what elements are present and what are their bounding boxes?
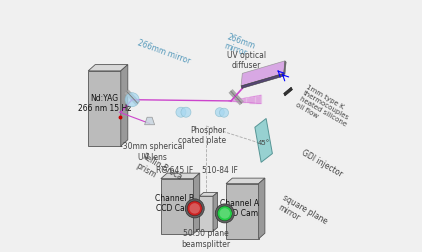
Text: square plane
mirror: square plane mirror (276, 194, 329, 235)
Text: Nd:YAG
266 nm 15 Hz: Nd:YAG 266 nm 15 Hz (78, 94, 131, 113)
Text: 45°: 45° (257, 140, 270, 146)
Text: -30mm spherical
UV lens: -30mm spherical UV lens (120, 142, 184, 162)
Polygon shape (121, 65, 128, 146)
Polygon shape (199, 196, 213, 231)
Circle shape (215, 204, 234, 223)
Text: 1mm type K
thermocouples
heated silicone
oil flow: 1mm type K thermocouples heated silicone… (295, 83, 354, 133)
Circle shape (219, 208, 230, 219)
Circle shape (125, 93, 139, 107)
Polygon shape (226, 178, 265, 184)
Circle shape (181, 107, 191, 117)
Text: Channel B
CCD Cam: Channel B CCD Cam (155, 194, 194, 213)
Polygon shape (284, 87, 292, 96)
Polygon shape (88, 65, 128, 71)
Polygon shape (88, 71, 121, 146)
Text: UV optical
diffuser: UV optical diffuser (227, 51, 265, 70)
Polygon shape (161, 173, 200, 179)
Circle shape (215, 108, 224, 117)
Polygon shape (259, 178, 265, 239)
Circle shape (187, 201, 202, 216)
Text: Phosphor
coated plate: Phosphor coated plate (178, 126, 226, 145)
Circle shape (176, 107, 186, 117)
Polygon shape (213, 193, 217, 231)
Polygon shape (161, 179, 193, 234)
Polygon shape (241, 73, 284, 88)
Text: 50:50 plane
beamsplitter: 50:50 plane beamsplitter (181, 229, 230, 249)
Polygon shape (226, 184, 259, 239)
Polygon shape (145, 117, 154, 125)
Polygon shape (199, 193, 217, 196)
Text: Channel A
CCD Cam: Channel A CCD Cam (220, 199, 259, 218)
Circle shape (189, 203, 200, 214)
Text: GDI injector: GDI injector (300, 149, 344, 179)
Text: Pellin-Broca
prism: Pellin-Broca prism (135, 152, 183, 192)
Polygon shape (241, 61, 285, 86)
Text: RG 645 IF: RG 645 IF (156, 166, 193, 175)
Text: 510-84 IF: 510-84 IF (202, 166, 238, 175)
Text: 266mm
mirror: 266mm mirror (222, 32, 257, 60)
Polygon shape (284, 61, 286, 75)
Text: 266mm mirror: 266mm mirror (136, 38, 191, 66)
Polygon shape (255, 118, 272, 162)
Circle shape (219, 108, 229, 117)
Polygon shape (193, 173, 200, 234)
Circle shape (217, 206, 232, 221)
Circle shape (185, 199, 204, 218)
